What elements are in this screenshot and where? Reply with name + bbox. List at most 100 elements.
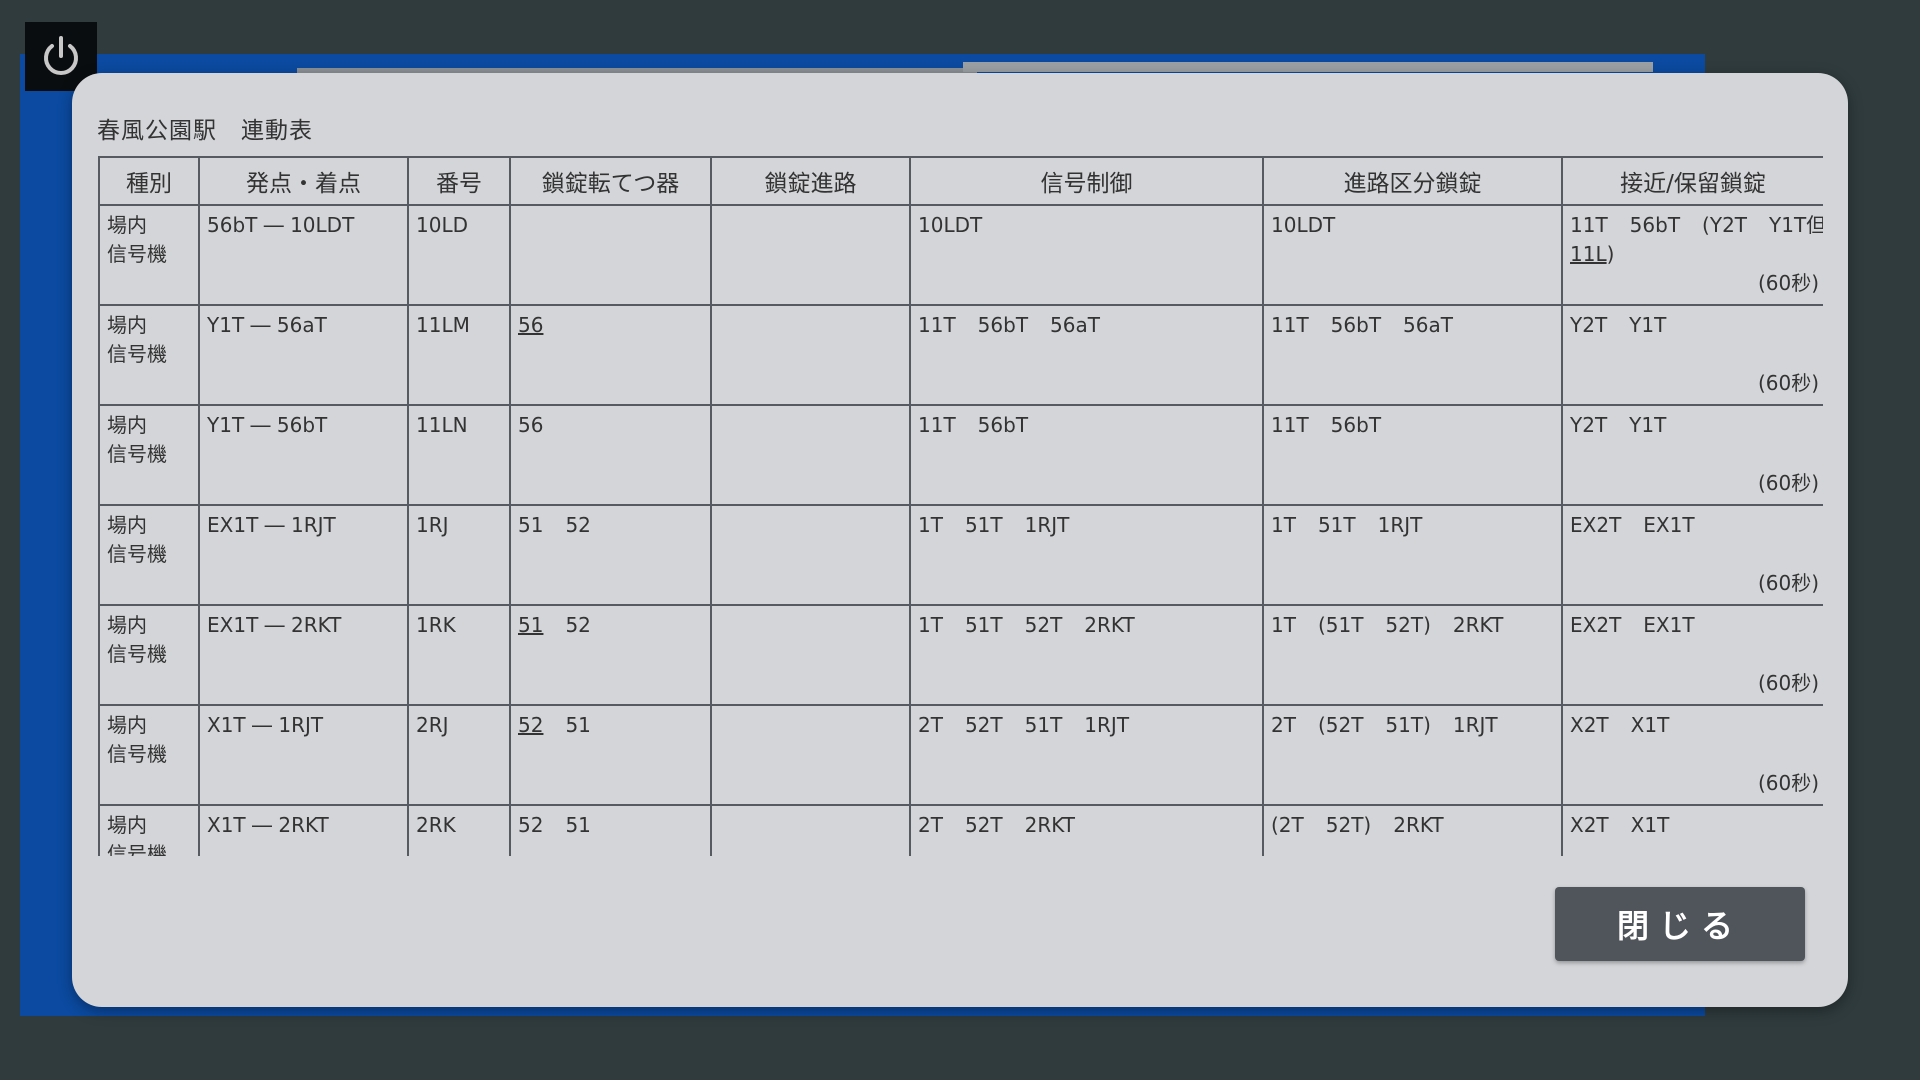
- dialog-title: 春風公園駅 連動表: [97, 118, 313, 144]
- cell-token: 56bT: [1330, 413, 1382, 437]
- cell-locked-route: [710, 404, 911, 506]
- cell-token: 56aT: [1403, 313, 1453, 337]
- cell-token: 1RJT: [1452, 713, 1498, 737]
- cell-signal-control: 10LDT: [909, 204, 1264, 306]
- cell-token: 52: [518, 813, 544, 837]
- cell-token: Y1T: [1629, 313, 1667, 337]
- type-line: 信号機: [107, 442, 167, 466]
- cell-signal-control: 1T 51T 1RJT: [909, 504, 1264, 606]
- signal-number: 11LM: [416, 313, 470, 337]
- signal-number: 2RK: [416, 813, 456, 837]
- cell-token: 51T): [1385, 713, 1431, 737]
- approach-time: (60秒): [1757, 571, 1819, 595]
- cell-token: 56bT: [977, 413, 1029, 437]
- cell-token: 51: [565, 813, 591, 837]
- cell-signal-control: 11T 56bT: [909, 404, 1264, 506]
- cell-token: 52: [518, 713, 543, 737]
- type-line: 場内: [107, 613, 147, 637]
- type-line: 信号機: [107, 542, 167, 566]
- cell-route: Y1T ― 56aT: [198, 304, 409, 406]
- signal-number: 10LD: [416, 213, 468, 237]
- cell-token: 52T: [964, 713, 1003, 737]
- column-header: 信号制御: [909, 156, 1264, 206]
- table-row[interactable]: 場内 信号機 EX1T ― 1RJT 1RJ 51 52 1T 51T 1RJT 1T 51T 1RJ…: [98, 504, 1823, 606]
- cell-token: 1T: [918, 613, 943, 637]
- cell-number: 11LM: [407, 304, 511, 406]
- power-icon: [44, 35, 78, 75]
- cell-token: 10LDT: [918, 213, 983, 237]
- cell-token: 51: [565, 713, 591, 737]
- token-suffix: ): [1606, 242, 1615, 266]
- underlined-token: 52: [518, 713, 544, 737]
- signal-number: 2RJ: [416, 713, 449, 737]
- cell-route-lock: 1T (51T 52T) 2RKT: [1262, 604, 1563, 706]
- route-text: Y1T ― 56aT: [207, 313, 327, 337]
- cell-token: (52T: [1317, 713, 1364, 737]
- cell-route-lock: 1T 51T 1RJT: [1262, 504, 1563, 606]
- approach-time: (60秒): [1757, 771, 1819, 795]
- type-line: 場内: [107, 713, 147, 737]
- table-row[interactable]: 場内 信号機 Y1T ― 56aT 11LM 56 11T 56bT 56aT 11T 56bT 5…: [98, 304, 1823, 406]
- cell-points: 52 51: [509, 704, 712, 806]
- cell-type: 場内 信号機: [98, 504, 200, 606]
- signal-number: 1RJ: [416, 513, 449, 537]
- cell-locked-route: [710, 204, 911, 306]
- route-text: X1T ― 2RKT: [207, 813, 329, 837]
- cell-locked-route: [710, 304, 911, 406]
- cell-type: 場内 信号機: [98, 204, 200, 306]
- cell-token: 1T: [1271, 613, 1296, 637]
- type-line: 場内: [107, 513, 147, 537]
- type-line: 信号機: [107, 342, 167, 366]
- approach-time: (60秒): [1757, 471, 1819, 495]
- cell-type: 場内 信号機: [98, 604, 200, 706]
- cell-token: 51T: [964, 513, 1003, 537]
- close-button[interactable]: 閉じる: [1555, 887, 1805, 961]
- cell-number: 11LN: [407, 404, 511, 506]
- table-row[interactable]: 場内 信号機 X1T ― 1RJT 2RJ 52 51 2T 52T 51T 1RJT 2T (52T…: [98, 704, 1823, 806]
- cell-token: 1T: [1271, 513, 1296, 537]
- cell-token: 11T: [1271, 413, 1309, 437]
- cell-token: EX1T: [1643, 613, 1695, 637]
- cell-number: 2RJ: [407, 704, 511, 806]
- table-row[interactable]: 場内 信号機 Y1T ― 56bT 11LN 56 11T 56bT 11T 56bT Y2T Y1…: [98, 404, 1823, 506]
- background-strip: [963, 62, 1653, 72]
- cell-token: 2T: [918, 813, 943, 837]
- cell-token: (2T: [1271, 813, 1304, 837]
- signal-number: 1RK: [416, 613, 456, 637]
- table-scroll-area[interactable]: 種別 発点・着点 番号 鎖錠転てつ器 鎖錠進路 信号制御 進路区分鎖錠 接近/保留鎖錠 場内信…: [98, 156, 1823, 856]
- cell-token: 56: [518, 313, 543, 337]
- cell-locked-route: [710, 504, 911, 606]
- table-row[interactable]: 場内 信号機 EX1T ― 2RKT 1RK 51 52 1T 51T 52T 2RKT 1T (51…: [98, 604, 1823, 706]
- column-header: 鎖錠転てつ器: [509, 156, 712, 206]
- table-row[interactable]: 場内 信号機 X1T ― 2RKT 2RK 52 51 2T 52T 2RKT (2T 52T) 2R…: [98, 804, 1823, 856]
- cell-points: 52 51: [509, 804, 712, 856]
- cell-route: X1T ― 2RKT: [198, 804, 409, 856]
- cell-token: 51T: [1024, 713, 1063, 737]
- cell-number: 10LD: [407, 204, 511, 306]
- route-text: X1T ― 1RJT: [207, 713, 324, 737]
- column-header: 接近/保留鎖錠: [1561, 156, 1823, 206]
- cell-signal-control: 2T 52T 51T 1RJT: [909, 704, 1264, 806]
- cell-locked-route: [710, 604, 911, 706]
- table-row[interactable]: 場内 信号機 56bT ― 10LDT 10LD 10LDT 10LDT 11T 56bT (Y…: [98, 204, 1823, 306]
- cell-token: 10LDT: [1271, 213, 1336, 237]
- cell-token: 56aT: [1050, 313, 1100, 337]
- cell-token: (Y2T: [1702, 213, 1748, 237]
- cell-token: 56: [518, 413, 544, 437]
- cell-token: X2T: [1570, 813, 1609, 837]
- cell-route-lock: 11T 56bT: [1262, 404, 1563, 506]
- cell-token: 52T): [1385, 613, 1431, 637]
- type-line: 場内: [107, 413, 147, 437]
- column-header: 進路区分鎖錠: [1262, 156, 1563, 206]
- cell-approach-lock: 11T 56bT (Y2T Y1T但 11L) (60秒): [1561, 204, 1823, 306]
- cell-token: 2T: [1271, 713, 1296, 737]
- cell-token: 11T: [918, 413, 956, 437]
- route-text: 56bT ― 10LDT: [207, 213, 355, 237]
- cell-token: 52T: [964, 813, 1003, 837]
- signal-number: 11LN: [416, 413, 468, 437]
- type-line: 場内: [107, 313, 147, 337]
- cell-locked-route: [710, 704, 911, 806]
- cell-token: (51T: [1317, 613, 1364, 637]
